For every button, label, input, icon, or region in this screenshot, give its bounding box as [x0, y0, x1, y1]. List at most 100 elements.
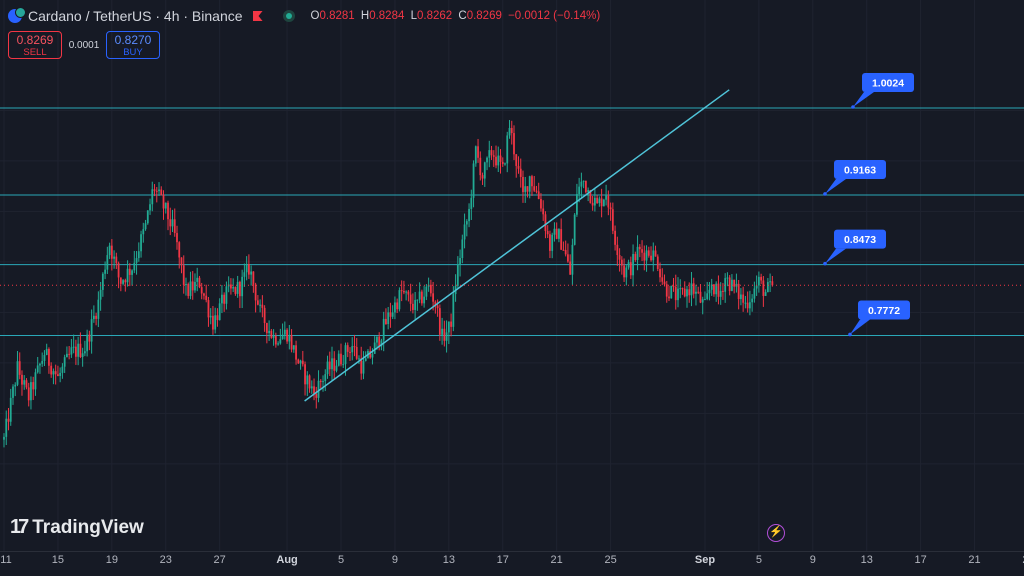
candle-body: [364, 358, 367, 362]
candle-body: [122, 280, 124, 284]
candle-body: [546, 231, 549, 235]
candle-body: [57, 374, 59, 377]
candle-body: [153, 189, 156, 191]
candle-body: [531, 176, 533, 187]
candle-body: [212, 315, 214, 330]
candle-body: [99, 289, 102, 300]
candle-body: [308, 375, 311, 389]
candle-body: [234, 287, 237, 294]
candle-body: [418, 291, 421, 300]
candle-body: [376, 336, 378, 343]
level-callout[interactable]: 1.0024: [851, 73, 914, 109]
change-value: −0.0012 (−0.14%): [508, 10, 601, 22]
candle-body: [537, 191, 540, 199]
candle-body: [252, 271, 255, 285]
time-axis-label: 25: [604, 554, 617, 566]
candle-body: [221, 294, 223, 304]
candle-body: [216, 315, 219, 321]
buy-button[interactable]: 0.8270 BUY: [106, 31, 160, 59]
candle-body: [573, 214, 576, 245]
level-callout[interactable]: 0.9163: [823, 159, 886, 196]
candle-body: [625, 267, 628, 278]
candle-body: [432, 293, 435, 302]
candle-body: [742, 294, 745, 303]
candle-body: [486, 157, 488, 163]
candle-body: [465, 221, 468, 225]
candle-body: [279, 339, 282, 344]
level-callout[interactable]: 0.8473: [823, 229, 886, 266]
candle-body: [34, 372, 37, 390]
candle-body: [569, 261, 572, 275]
candle-body: [277, 343, 279, 345]
time-axis-label: Aug: [276, 554, 298, 566]
candle-body: [301, 360, 304, 365]
candle-body: [769, 281, 772, 283]
time-axis[interactable]: 11 15 19 23 27 Aug 5 9 13 17 21 25 Sep 5 9 13 17 21 25: [0, 551, 1024, 576]
time-axis-label: 25: [1022, 554, 1024, 566]
candle-body: [688, 289, 691, 296]
candle-body: [83, 351, 86, 354]
symbol-logo-icon: [8, 7, 26, 23]
candle-body: [131, 270, 133, 275]
candle-body: [663, 281, 666, 285]
candle-body: [492, 155, 495, 157]
candle-body: [497, 155, 500, 166]
callout-pointer: [850, 319, 870, 335]
candle-body: [39, 363, 41, 366]
candle-body: [519, 168, 522, 177]
candle-body: [733, 279, 736, 287]
trendline-segment[interactable]: [304, 89, 730, 402]
level-callout[interactable]: 0.7772: [848, 300, 910, 337]
market-status-icon[interactable]: [282, 10, 295, 22]
candle-body: [344, 345, 347, 365]
candle-body: [146, 210, 149, 224]
candle-body: [753, 288, 756, 299]
candle-body: [602, 199, 605, 207]
candle-body: [30, 382, 32, 401]
candle-body: [113, 256, 115, 259]
candle-body: [748, 302, 751, 309]
candle-body: [169, 219, 172, 227]
candle-body: [495, 156, 497, 166]
candle-body: [281, 334, 284, 340]
candle-body: [283, 329, 286, 335]
candle-body: [167, 202, 169, 220]
candle-body: [429, 284, 432, 294]
candle-body: [731, 279, 733, 291]
candle-body: [411, 303, 414, 310]
symbol-title[interactable]: Cardano / TetherUS · 4h · Binance: [28, 8, 243, 24]
candle-body: [416, 299, 419, 301]
candle-body: [580, 181, 583, 187]
candle-body: [74, 346, 77, 357]
time-axis-label: 23: [159, 554, 172, 566]
candle-body: [468, 208, 470, 222]
candle-body: [385, 318, 387, 325]
candle-body: [668, 296, 670, 299]
candle-body: [403, 291, 405, 293]
candle-body: [144, 223, 147, 230]
candle-body: [647, 250, 650, 256]
candle-body: [223, 294, 226, 304]
candle-body: [746, 302, 749, 309]
candle-body: [717, 283, 720, 297]
candle-body: [250, 271, 253, 275]
tradingview-logo[interactable]: 17 TradingView: [10, 516, 144, 539]
spread-value: 0.0001: [68, 39, 100, 51]
candle-body: [164, 202, 167, 209]
callout-anchor: [823, 192, 827, 196]
candle-body: [353, 346, 356, 348]
candle-body: [578, 186, 581, 195]
sell-button[interactable]: 0.8269 SELL: [8, 31, 62, 59]
candle-body: [762, 280, 765, 296]
candle-body: [477, 146, 479, 158]
candle-body: [695, 291, 697, 294]
flag-icon[interactable]: [252, 11, 263, 21]
candle-body: [203, 293, 205, 296]
candle-body: [77, 343, 80, 357]
lightning-icon[interactable]: ⚡: [767, 524, 785, 542]
candle-body: [587, 190, 590, 193]
candle-body: [16, 361, 19, 385]
candle-body: [672, 285, 675, 287]
candle-body: [261, 304, 264, 308]
